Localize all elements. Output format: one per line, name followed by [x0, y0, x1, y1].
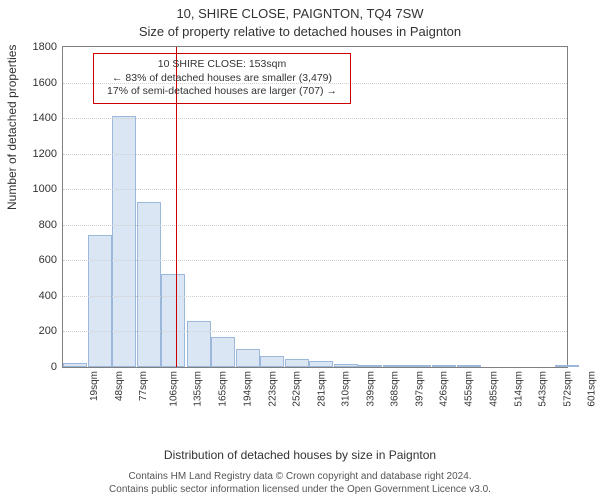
histogram-bar: [187, 321, 211, 367]
gridline: [63, 260, 567, 261]
footer-line-1: Contains HM Land Registry data © Crown c…: [0, 471, 600, 484]
x-tick-label: 601sqm: [587, 371, 598, 407]
y-tick-label: 200: [39, 325, 57, 337]
x-tick-label: 135sqm: [193, 371, 204, 407]
y-tick-label: 1400: [33, 112, 57, 124]
gridline: [63, 296, 567, 297]
x-tick-label: 19sqm: [89, 371, 100, 401]
gridline: [63, 118, 567, 119]
histogram-bar: [457, 365, 481, 367]
histogram-bar: [555, 365, 579, 367]
footer-line-2: Contains public sector information licen…: [0, 484, 600, 497]
y-tick-label: 800: [39, 219, 57, 231]
x-tick-label: 485sqm: [489, 371, 500, 407]
gridline: [63, 154, 567, 155]
annotation-line-3: 17% of semi-detached houses are larger (…: [100, 85, 344, 99]
y-tick-label: 1200: [33, 148, 57, 160]
x-tick-label: 368sqm: [390, 371, 401, 407]
chart-subtitle: Size of property relative to detached ho…: [0, 24, 600, 39]
histogram-bar: [407, 365, 431, 367]
histogram-bar: [161, 274, 185, 367]
histogram-bar: [88, 235, 112, 367]
y-tick-label: 600: [39, 254, 57, 266]
x-tick-label: 543sqm: [538, 371, 549, 407]
x-tick-label: 514sqm: [513, 371, 524, 407]
y-tick-label: 1600: [33, 77, 57, 89]
x-tick-label: 572sqm: [562, 371, 573, 407]
histogram-bar: [236, 349, 260, 367]
histogram-bar: [309, 361, 333, 367]
y-tick-label: 1000: [33, 183, 57, 195]
histogram-bar: [383, 365, 407, 367]
x-tick-label: 165sqm: [218, 371, 229, 407]
gridline: [63, 189, 567, 190]
footer-attribution: Contains HM Land Registry data © Crown c…: [0, 471, 600, 496]
x-tick-label: 48sqm: [114, 371, 125, 401]
histogram-bar: [334, 364, 358, 367]
x-tick-label: 252sqm: [292, 371, 303, 407]
histogram-bar: [358, 365, 382, 367]
x-tick-label: 281sqm: [316, 371, 327, 407]
histogram-bar: [260, 356, 284, 367]
x-tick-label: 426sqm: [439, 371, 450, 407]
histogram-bar: [211, 337, 235, 367]
gridline: [63, 225, 567, 226]
page-title: 10, SHIRE CLOSE, PAIGNTON, TQ4 7SW: [0, 6, 600, 21]
x-tick-label: 397sqm: [414, 371, 425, 407]
histogram-bar: [285, 359, 309, 367]
chart-plot-area: 02004006008001000120014001600180019sqm48…: [62, 46, 568, 368]
histogram-bar: [432, 365, 456, 367]
gridline: [63, 331, 567, 332]
x-axis-label: Distribution of detached houses by size …: [0, 448, 600, 462]
x-tick-label: 194sqm: [243, 371, 254, 407]
x-tick-label: 77sqm: [138, 371, 149, 401]
y-tick-label: 400: [39, 290, 57, 302]
annotation-line-1: 10 SHIRE CLOSE: 153sqm: [100, 58, 344, 72]
annotation-box: 10 SHIRE CLOSE: 153sqm← 83% of detached …: [93, 53, 351, 104]
y-axis-label: Number of detached properties: [5, 45, 19, 210]
x-tick-label: 310sqm: [341, 371, 352, 407]
y-tick-label: 1800: [33, 41, 57, 53]
x-tick-label: 339sqm: [365, 371, 376, 407]
histogram-bar: [137, 202, 161, 367]
annotation-line-2: ← 83% of detached houses are smaller (3,…: [100, 72, 344, 86]
x-tick-label: 455sqm: [463, 371, 474, 407]
histogram-bar: [63, 363, 87, 367]
x-tick-label: 223sqm: [267, 371, 278, 407]
y-tick-label: 0: [51, 361, 57, 373]
x-tick-label: 106sqm: [168, 371, 179, 407]
